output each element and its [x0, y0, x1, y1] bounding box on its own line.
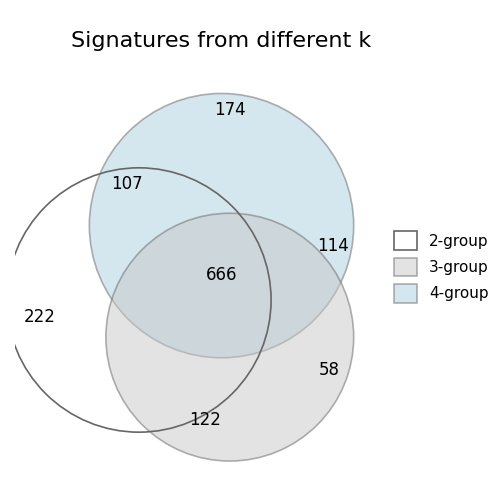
Circle shape: [89, 93, 354, 358]
Text: 58: 58: [319, 361, 339, 379]
Text: 222: 222: [24, 307, 56, 326]
Text: 174: 174: [214, 101, 245, 119]
Title: Signatures from different k: Signatures from different k: [72, 31, 371, 50]
Legend: 2-group, 3-group, 4-group: 2-group, 3-group, 4-group: [388, 225, 495, 308]
Text: 114: 114: [317, 237, 349, 256]
Circle shape: [106, 213, 354, 461]
Text: 107: 107: [111, 175, 142, 194]
Text: 666: 666: [206, 266, 237, 284]
Text: 122: 122: [189, 411, 221, 429]
